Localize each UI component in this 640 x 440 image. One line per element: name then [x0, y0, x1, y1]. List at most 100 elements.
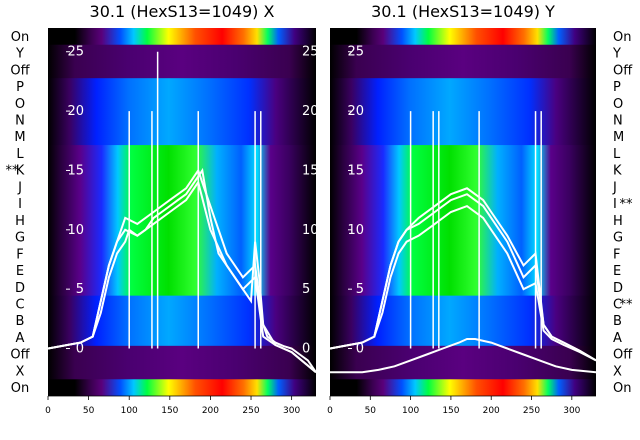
heatmap-row-g	[48, 228, 316, 247]
heatmap-row-d	[330, 278, 596, 297]
row-mark: **	[620, 197, 634, 212]
y-overlay-tick-label: 0	[356, 342, 364, 357]
row-label: O	[15, 97, 25, 112]
row-label: X	[613, 364, 622, 379]
heatmap-row-j	[48, 178, 316, 196]
panel-x: 30.1 (HexS13=1049) X 0 0 5 5 10 10 15 15 20 20 25 25…	[6, 2, 319, 416]
x-tick-label: 250	[242, 406, 259, 416]
heatmap-row-on	[330, 379, 596, 396]
row-label: Y	[15, 47, 24, 62]
row-label: M	[613, 130, 624, 145]
heatmap-row-g	[330, 228, 596, 247]
row-label: N	[15, 114, 25, 129]
heatmap-row-p	[330, 78, 596, 96]
row-label: Off	[613, 63, 633, 78]
row-label: J	[612, 180, 617, 195]
row-label: G	[15, 231, 25, 246]
row-label: H	[613, 214, 623, 229]
row-label: B	[16, 314, 25, 329]
heatmap-row-off	[330, 61, 596, 79]
heatmap-row-d	[48, 278, 316, 297]
row-label: O	[613, 97, 623, 112]
x-tick-label: 0	[327, 406, 333, 416]
row-label: I	[18, 197, 22, 212]
chart-title: 30.1 (HexS13=1049) X	[90, 2, 275, 21]
heatmap-row-off	[330, 345, 596, 364]
heatmap-row-f	[330, 245, 596, 263]
y-overlay-tick-label: 5	[302, 282, 310, 297]
row-label: M	[14, 130, 25, 145]
row-label: P	[16, 80, 24, 95]
row-label: Off	[613, 348, 633, 363]
row-label: J	[17, 180, 22, 195]
heatmap-row-o	[48, 94, 316, 113]
heatmap-row-h	[48, 212, 316, 230]
heatmap-row-off	[48, 61, 316, 79]
heatmap-row-on	[48, 379, 316, 396]
row-label: L	[613, 147, 621, 162]
row-label: C	[613, 298, 622, 313]
heatmap-row-i	[330, 195, 596, 213]
heatmap-row-b	[330, 312, 596, 330]
x-tick-label: 150	[161, 406, 178, 416]
heatmap-row-l	[330, 145, 596, 163]
row-label: C	[15, 298, 24, 313]
row-label: H	[15, 214, 25, 229]
row-label: On	[11, 30, 29, 45]
heatmap-row-k	[48, 161, 316, 180]
heatmap-row-b	[48, 312, 316, 330]
x-tick-label: 200	[202, 406, 219, 416]
heatmap-row-y	[48, 44, 316, 63]
row-label: D	[613, 281, 623, 296]
panel-y: 30.1 (HexS13=1049) Y0510152025OnYOffPONM…	[327, 2, 633, 416]
y-overlay-tick-label: 10	[302, 223, 319, 238]
row-label: P	[613, 80, 621, 95]
row-label: On	[11, 381, 29, 396]
y-overlay-tick-label: 10	[67, 223, 84, 238]
heatmap-row-off	[48, 345, 316, 364]
y-overlay-tick-label: 20	[347, 104, 364, 119]
heatmap-row-m	[330, 128, 596, 146]
row-label: A	[613, 331, 622, 346]
heatmap	[48, 28, 316, 396]
heatmap-row-f	[48, 245, 316, 263]
heatmap-row-k	[330, 161, 596, 180]
x-tick-label: 0	[45, 406, 51, 416]
row-label: D	[15, 281, 25, 296]
y-overlay-tick-label: 0	[76, 342, 84, 357]
x-tick-label: 300	[563, 406, 580, 416]
heatmap-row-y	[330, 44, 596, 63]
row-label: F	[613, 247, 620, 262]
x-tick-label: 250	[523, 406, 540, 416]
y-overlay-tick-label: 5	[356, 282, 364, 297]
heatmap-row-on	[48, 28, 316, 46]
row-label: Off	[10, 348, 30, 363]
y-overlay-tick-label: 20	[67, 104, 84, 119]
row-label: E	[613, 264, 621, 279]
row-label: G	[613, 231, 623, 246]
heatmap-row-e	[330, 262, 596, 280]
x-tick-label: 300	[283, 406, 300, 416]
heatmap-row-o	[330, 94, 596, 113]
row-label: K	[613, 164, 622, 179]
heatmap-row-on	[330, 28, 596, 46]
y-overlay-tick-label: 5	[76, 282, 84, 297]
heatmap-row-c	[48, 295, 316, 313]
heatmap-row-a	[330, 329, 596, 347]
y-overlay-tick-label: 25	[302, 45, 319, 60]
row-label: F	[16, 247, 23, 262]
heatmap-row-e	[48, 262, 316, 280]
row-label: B	[613, 314, 622, 329]
row-label: Off	[10, 63, 30, 78]
y-overlay-tick-label: 10	[347, 223, 364, 238]
heatmap-row-c	[330, 295, 596, 313]
x-tick-label: 50	[365, 406, 377, 416]
heatmap-row-m	[48, 128, 316, 146]
y-overlay-tick-label: 15	[302, 163, 319, 178]
row-mark: **	[620, 298, 634, 313]
heatmap-row-x	[48, 362, 316, 380]
y-overlay-tick-label: 25	[347, 45, 364, 60]
row-label: N	[613, 114, 623, 129]
y-overlay-tick-label: 15	[347, 163, 364, 178]
